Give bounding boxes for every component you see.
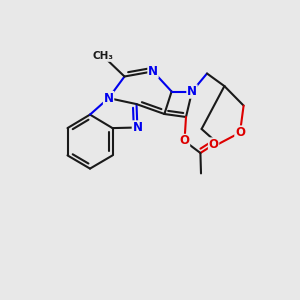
Text: O: O [235,126,245,139]
Text: CH₃: CH₃ [93,51,114,62]
Text: O: O [208,138,219,151]
Text: N: N [148,65,158,78]
Text: N: N [132,121,142,134]
Text: N: N [103,92,114,105]
Text: O: O [179,134,190,148]
Text: N: N [187,85,197,98]
